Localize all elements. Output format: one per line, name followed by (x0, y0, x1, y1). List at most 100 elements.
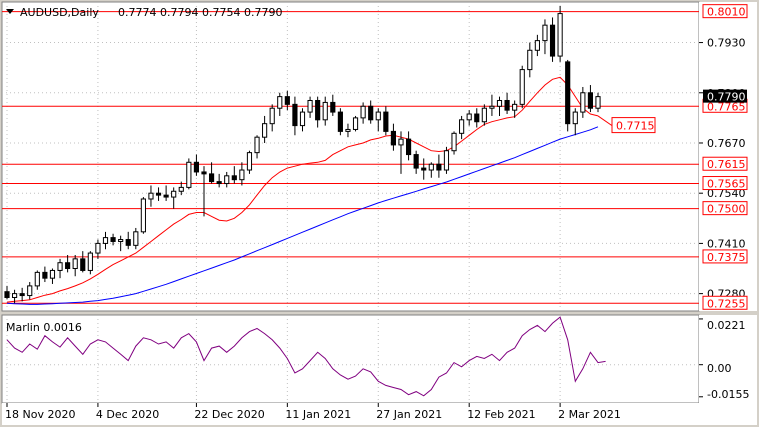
ohlc-values: 0.7774 0.7794 0.7754 0.7790 (118, 6, 282, 19)
candle-down (337, 111, 343, 132)
candle-down (19, 293, 25, 297)
candle-up (178, 186, 184, 192)
level-label-box (702, 4, 748, 19)
candle-up (72, 258, 78, 270)
level-label-box (702, 156, 748, 171)
level-label-box (702, 249, 748, 264)
candle-down (193, 161, 200, 173)
candle-down (216, 181, 222, 185)
candle-down (390, 130, 397, 146)
candle-down (292, 103, 298, 127)
candle-up (57, 262, 63, 271)
price-tick-label: 0.7930 (707, 37, 746, 50)
symbol-timeframe: AUDUSD,Daily (20, 6, 99, 19)
candle-up (11, 293, 18, 298)
candle-up (246, 152, 253, 171)
candle-up (534, 40, 540, 51)
candle-down (231, 175, 237, 181)
ma-slow-line (6, 126, 599, 305)
candle-up (459, 119, 465, 134)
candle-up (118, 239, 124, 242)
current-price-box (703, 89, 747, 103)
candle-up (224, 175, 230, 185)
candle-down (125, 239, 131, 246)
level-label: 0.7615 (707, 158, 746, 171)
header-arrow-icon (6, 9, 14, 14)
candle-down (163, 194, 169, 198)
level-label: 0.7375 (707, 251, 746, 264)
candle-up (595, 96, 601, 109)
candle-down (504, 99, 510, 111)
candle-up (428, 163, 434, 171)
candle-up (489, 105, 495, 109)
candle-up (277, 96, 283, 109)
candle-up (307, 99, 313, 113)
candle-down (110, 237, 116, 242)
candle-down (474, 113, 480, 123)
level-label: 0.7255 (707, 297, 746, 310)
candle-up (375, 111, 381, 121)
candle-up (512, 103, 518, 111)
indicator-label: Marlin 0.0016 (6, 321, 82, 334)
time-tick-label: 12 Feb 2021 (467, 408, 535, 421)
candle-up (496, 99, 503, 107)
candle-up (254, 136, 260, 154)
candle-down (549, 24, 556, 57)
level-label-box (702, 201, 748, 216)
candle-down (565, 61, 571, 125)
candle-up (95, 242, 101, 254)
candle-up (557, 13, 563, 57)
candle-up (360, 105, 366, 119)
target-label-box (611, 117, 656, 134)
candle-down (405, 138, 412, 156)
candle-down (330, 101, 336, 113)
level-label: 0.7765 (707, 100, 746, 113)
candle-up (27, 285, 33, 297)
time-tick-label: 2 Mar 2021 (558, 408, 621, 421)
candle-up (527, 49, 533, 71)
support-resistance-levels (2, 11, 699, 304)
candle-up (398, 138, 404, 146)
time-tick-label: 4 Dec 2020 (96, 408, 159, 421)
candle-down (383, 111, 389, 132)
oscillator-ticks: 0.0221 0.00 -0.0155 (707, 319, 749, 401)
time-axis (2, 403, 757, 425)
candle-up (102, 237, 109, 244)
candle-up (322, 101, 328, 121)
candle-up (542, 24, 548, 42)
oscillator-axis (699, 315, 757, 403)
candle-down (284, 96, 290, 105)
oscillator (2, 316, 699, 397)
price-tick-label: 0.7540 (707, 187, 746, 200)
candle-down (421, 167, 427, 171)
ma-slow-group (6, 126, 599, 305)
candle-down (65, 262, 71, 270)
ma-fast-line (6, 76, 599, 303)
axis-labels: 0.79300.78000.76700.75400.74100.72800.80… (5, 4, 748, 421)
osc-tick-bottom: -0.0155 (707, 388, 749, 401)
price-pane (1, 1, 700, 312)
time-tick-label: 11 Jan 2021 (285, 408, 351, 421)
candle-up (87, 252, 93, 271)
candle-down (368, 105, 374, 121)
candle-up (466, 113, 472, 121)
candle-up (171, 190, 177, 198)
candle-down (413, 154, 419, 169)
price-tick-label: 0.7670 (707, 137, 746, 150)
candle-up (299, 111, 306, 127)
candle-up (451, 132, 457, 152)
candle-down (80, 258, 86, 271)
candle-down (436, 163, 442, 171)
candle-up (572, 111, 578, 125)
candle-down (315, 99, 321, 121)
grid (2, 2, 699, 403)
candle-down (4, 291, 10, 298)
header: AUDUSD,Daily 0.7774 0.7794 0.7754 0.7790 (6, 6, 282, 19)
level-label: 0.8010 (707, 6, 746, 19)
candle-up (269, 107, 275, 125)
level-label-box (702, 176, 748, 191)
candle-up (443, 150, 450, 171)
candle-up (519, 69, 525, 105)
candle-up (262, 123, 268, 138)
